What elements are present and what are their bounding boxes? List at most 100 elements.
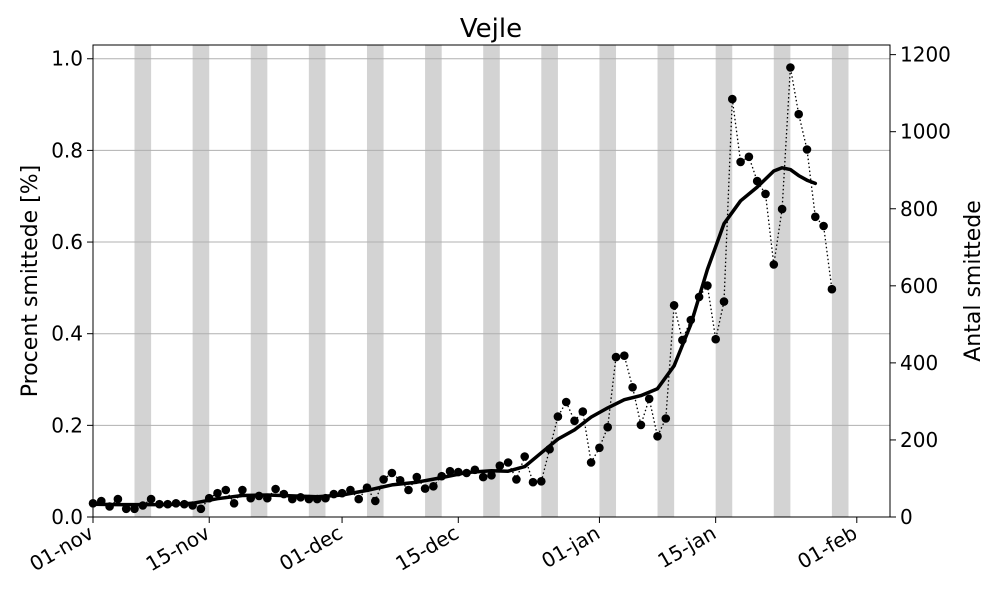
data-point	[495, 461, 505, 471]
right-axis-label: Antal smittede	[961, 200, 986, 362]
data-point	[196, 504, 206, 514]
data-point	[636, 420, 646, 430]
weekend-band	[831, 45, 849, 517]
data-point	[503, 458, 513, 467]
weekend-band	[541, 45, 558, 517]
chart-title: Vejle	[460, 14, 522, 44]
data-point	[445, 466, 455, 476]
data-point	[429, 482, 438, 491]
x-tick-label: 01-feb	[793, 521, 861, 574]
data-point	[744, 152, 754, 162]
data-point	[644, 394, 654, 404]
data-point	[487, 471, 496, 480]
y2-tick-label: 1200	[900, 43, 951, 67]
y-tick-label: 1.0	[51, 47, 83, 71]
data-point	[229, 499, 239, 508]
data-point	[811, 212, 820, 222]
data-point	[777, 204, 787, 214]
weekend-band	[250, 45, 268, 517]
x-tick-label: 15-dec	[391, 521, 462, 576]
data-point	[620, 351, 629, 361]
data-point	[703, 281, 712, 290]
data-point	[736, 157, 745, 167]
y-tick-label: 0.0	[51, 505, 83, 529]
data-point	[794, 109, 803, 119]
data-point	[603, 422, 612, 432]
y2-tick-label: 600	[900, 274, 938, 298]
y-tick-label: 0.2	[51, 413, 83, 437]
data-point	[146, 494, 156, 504]
y2-tick-label: 400	[900, 351, 938, 375]
data-point	[238, 485, 247, 495]
data-point	[769, 260, 779, 269]
y2-tick-label: 800	[900, 197, 938, 221]
weekend-band	[192, 45, 210, 517]
left-axis-label: Procent smittede [%]	[18, 165, 43, 397]
data-point	[661, 414, 671, 423]
data-point	[130, 504, 139, 514]
data-point	[570, 416, 579, 426]
weekend-band	[134, 45, 152, 517]
data-point	[802, 145, 812, 154]
data-point	[653, 432, 662, 441]
weekend-band	[599, 45, 617, 517]
weekend-band	[308, 45, 326, 517]
data-point	[121, 504, 131, 514]
data-point	[512, 475, 521, 484]
weekend-band	[366, 45, 384, 517]
data-point	[595, 443, 604, 453]
weekend-band	[715, 45, 733, 517]
x-tick-label: 15-jan	[653, 521, 720, 573]
data-point	[404, 485, 413, 495]
y2-tick-label: 200	[900, 428, 938, 452]
data-point	[728, 94, 737, 104]
data-point	[371, 496, 380, 506]
y-tick-label: 0.8	[51, 138, 83, 162]
y-tick-label: 0.6	[51, 230, 83, 254]
data-point	[520, 452, 529, 461]
y2-tick-label: 0	[900, 505, 913, 529]
data-point	[586, 458, 596, 467]
data-point	[761, 189, 770, 199]
x-tick-label: 01-jan	[537, 521, 604, 573]
left-y-axis: 0.0 0.2 0.4 0.6 0.8 1.0	[51, 47, 93, 529]
data-point	[354, 494, 364, 504]
weekend-band	[657, 45, 675, 517]
weekend-bands	[134, 45, 849, 517]
data-point	[578, 407, 588, 416]
smoothed-series-line	[91, 166, 818, 507]
data-point	[819, 221, 828, 231]
data-point	[553, 412, 563, 421]
data-point	[537, 477, 546, 486]
data-point	[628, 383, 637, 392]
data-point	[611, 352, 621, 362]
data-point	[420, 484, 430, 493]
plot-frame	[92, 44, 891, 518]
data-point	[528, 477, 538, 487]
weekend-band	[773, 45, 791, 517]
weekend-band	[483, 45, 500, 517]
data-point	[221, 485, 231, 495]
data-point	[719, 297, 729, 306]
data-point	[827, 284, 837, 294]
data-point	[412, 472, 422, 482]
series-layer	[88, 63, 837, 514]
x-tick-label: 15-nov	[142, 520, 214, 576]
data-point	[387, 468, 397, 478]
data-point	[113, 494, 123, 504]
data-point	[379, 475, 388, 484]
data-point	[669, 301, 679, 310]
data-point	[711, 334, 720, 344]
x-axis: 01-nov 15-nov 01-dec 15-dec 01-jan 15-jan 01-f…	[25, 517, 861, 576]
data-point	[271, 484, 280, 494]
y2-tick-label: 1000	[900, 120, 951, 144]
y-tick-label: 0.4	[51, 322, 83, 346]
right-y-axis: 0 200 400 600 800 1000 1200	[890, 43, 951, 529]
data-point	[213, 488, 222, 498]
data-point	[786, 63, 795, 72]
data-point	[478, 472, 488, 482]
data-point	[561, 397, 571, 407]
weekend-band	[425, 45, 442, 517]
x-tick-label: 01-dec	[275, 521, 346, 576]
